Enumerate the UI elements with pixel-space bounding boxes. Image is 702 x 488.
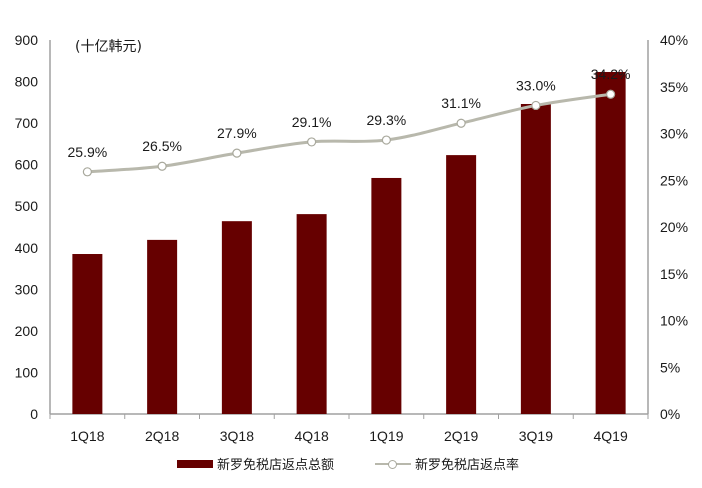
y2-tick-label: 15%	[660, 266, 688, 282]
right-y-axis: 0% 5% 10% 15% 20% 25% 30% 35% 40%	[647, 32, 688, 422]
y2-tick-label: 10%	[660, 313, 688, 329]
bar-swatch-icon	[177, 459, 213, 468]
y2-tick-label: 35%	[660, 79, 688, 95]
legend-item-bar: 新罗免税店返点总额	[177, 454, 334, 473]
line-marker-icon	[375, 459, 411, 469]
line-marker	[381, 135, 391, 145]
y2-tick-label: 30%	[660, 126, 688, 142]
y-tick-label: 500	[15, 198, 39, 214]
x-tick-label: 3Q19	[519, 428, 553, 444]
x-tick-label: 1Q19	[369, 428, 403, 444]
y-tick-label: 0	[30, 406, 38, 422]
y2-tick-label: 40%	[660, 32, 688, 48]
x-tick-label: 4Q19	[594, 428, 628, 444]
line-marker	[531, 100, 541, 111]
unit-label: (十亿韩元)	[75, 39, 142, 55]
bar	[147, 239, 178, 414]
y2-tick-label: 5%	[660, 359, 680, 375]
data-label: 29.3%	[367, 112, 407, 128]
bar	[371, 177, 402, 414]
y2-tick-label: 25%	[660, 172, 688, 188]
bar	[595, 71, 626, 415]
line-marker	[157, 161, 167, 171]
y2-tick-label: 20%	[660, 219, 688, 235]
line-marker	[82, 167, 92, 177]
combo-chart: 0 100 200 300 400 500 600 700 800 900 0% 5% 10% 15% 2…	[15, 32, 688, 444]
y-tick-label: 600	[15, 157, 39, 173]
legend-item-line: 新罗免税店返点率	[375, 454, 519, 473]
data-label: 27.9%	[217, 125, 257, 141]
x-tick-label: 3Q18	[220, 428, 254, 444]
y-tick-label: 800	[15, 74, 39, 90]
line-marker	[606, 89, 616, 99]
left-y-axis: 0 100 200 300 400 500 600 700 800 900	[15, 32, 51, 422]
line-marker	[456, 118, 466, 128]
y-tick-label: 300	[15, 281, 39, 297]
data-labels: 25.9% 26.5% 27.9% 29.1% 29.3% 31.1% 33.0% 34.2%	[68, 66, 631, 160]
line-marker	[307, 137, 317, 147]
x-axis: 1Q18 2Q18 3Q18 4Q18 1Q19 2Q19 3Q19 4Q19	[49, 413, 649, 444]
x-tick-label: 2Q19	[444, 428, 478, 444]
y-tick-label: 200	[15, 323, 39, 339]
data-label: 34.2%	[591, 66, 631, 82]
y-tick-label: 400	[15, 240, 39, 256]
bar	[520, 103, 551, 415]
x-tick-label: 1Q18	[70, 428, 104, 444]
legend-bar-label: 新罗免税店返点总额	[217, 458, 335, 473]
y2-tick-label: 0%	[660, 406, 680, 422]
data-label: 25.9%	[68, 144, 108, 160]
x-tick-label: 4Q18	[295, 428, 329, 444]
data-label: 31.1%	[441, 95, 481, 111]
data-label: 29.1%	[292, 114, 332, 130]
y-tick-label: 100	[15, 364, 39, 380]
data-label: 26.5%	[142, 138, 182, 154]
bar-series	[72, 71, 626, 415]
y-tick-label: 700	[15, 115, 39, 131]
line-series	[82, 89, 616, 177]
y-tick-label: 900	[15, 32, 39, 48]
x-tick-label: 2Q18	[145, 428, 179, 444]
data-label: 33.0%	[516, 77, 556, 93]
bar	[296, 214, 327, 414]
legend-line-label: 新罗免税店返点率	[415, 458, 520, 473]
bar	[446, 155, 477, 414]
legend: 新罗免税店返点总额 新罗免税店返点率	[0, 452, 702, 476]
line-marker	[232, 148, 242, 158]
bar	[221, 221, 252, 414]
bar	[72, 254, 103, 414]
